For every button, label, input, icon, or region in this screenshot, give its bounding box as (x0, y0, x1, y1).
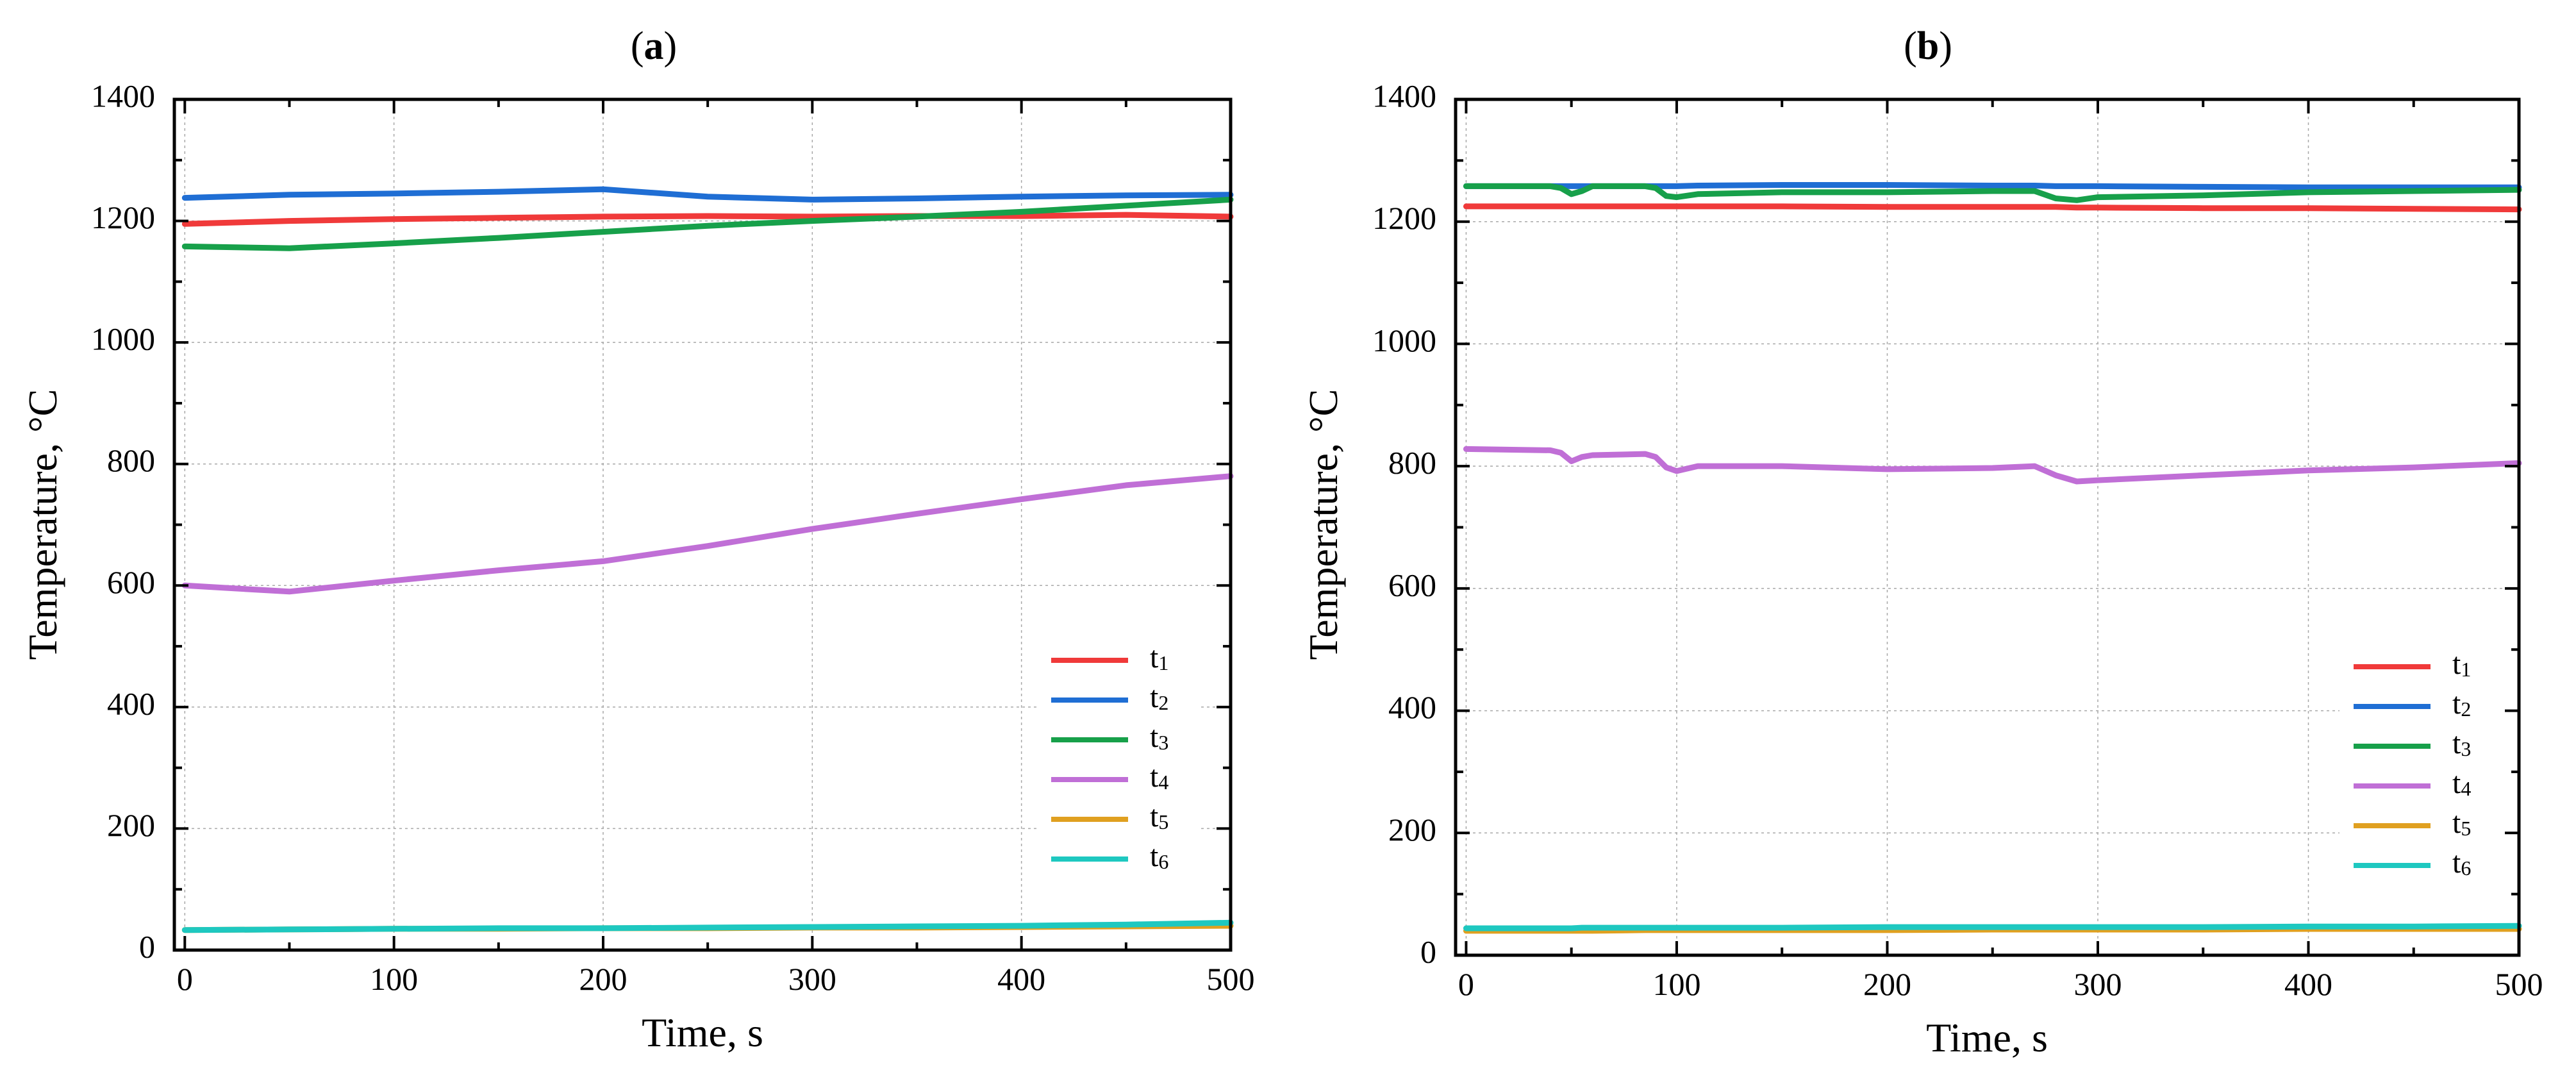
y-axis-label: Temperature, °C (1300, 389, 1346, 660)
legend-label-t3: t3 (2452, 726, 2471, 760)
legend-label-t5: t5 (2452, 806, 2471, 840)
legend-label-t6: t6 (2452, 846, 2471, 880)
x-tick-label: 0 (177, 961, 193, 997)
series-line-t6 (181, 919, 1234, 933)
series-line-t6 (1463, 923, 2522, 931)
x-tick-label: 500 (1207, 961, 1255, 997)
chart-title: (b) (1904, 24, 1952, 68)
x-tick-label: 300 (788, 961, 836, 997)
series-line-t2 (181, 186, 1234, 203)
legend-label-t3: t3 (1150, 720, 1168, 754)
y-axis-label: Temperature, °C (20, 389, 65, 660)
y-tick-label: 1000 (1372, 322, 1436, 358)
y-tick-label: 600 (1388, 567, 1436, 603)
y-tick-label: 1400 (91, 78, 155, 113)
y-tick-label: 1200 (91, 199, 155, 235)
legend-label-t1: t1 (2452, 647, 2471, 681)
series-line-t2 (1463, 182, 2522, 190)
y-tick-label: 400 (107, 685, 155, 721)
series-line-t3 (1463, 183, 2522, 203)
series-line-t4 (181, 473, 1234, 595)
y-tick-label: 600 (107, 564, 155, 600)
series-line-t1 (181, 212, 1234, 227)
chart-panel-a: (a) 0 100 200 300 400 500 0 200 400 600 800 1000 1200… (20, 24, 1255, 1055)
chart-panel-b: (b) 0 100 200 300 400 500 0 200 400 600 800 1000 1200… (1300, 24, 2543, 1060)
x-axis-label: Time, s (642, 1010, 763, 1055)
legend-label-t2: t2 (1150, 680, 1168, 714)
x-tick-label: 500 (2495, 966, 2543, 1002)
x-tick-label: 200 (579, 961, 627, 997)
x-tick-label: 200 (1863, 966, 1911, 1002)
legend-background (1037, 636, 1201, 874)
y-tick-label: 1400 (1372, 78, 1436, 113)
x-tick-label: 400 (997, 961, 1045, 997)
x-tick-label: 100 (370, 961, 418, 997)
legend: t1 t2 t3 t4 t5 t6 (1037, 636, 1201, 874)
series-line-t3 (181, 196, 1234, 251)
legend-label-t6: t6 (1150, 839, 1168, 873)
y-tick-label: 800 (1388, 445, 1436, 481)
x-tick-label: 400 (2284, 966, 2332, 1002)
y-tick-label: 1200 (1372, 200, 1436, 236)
y-tick-label: 400 (1388, 689, 1436, 725)
legend-background (2339, 642, 2503, 881)
legend-label-t1: t1 (1150, 640, 1168, 674)
series-line-t4 (1463, 446, 2522, 485)
x-tick-label: 300 (2073, 966, 2122, 1002)
x-tick-label: 100 (1652, 966, 1700, 1002)
y-tick-label: 0 (139, 928, 155, 964)
legend-label-t5: t5 (1150, 799, 1168, 833)
y-tick-label: 200 (1388, 812, 1436, 848)
legend-label-t4: t4 (2452, 766, 2471, 800)
legend: t1 t2 t3 t4 t5 t6 (2339, 642, 2503, 881)
legend-label-t4: t4 (1150, 760, 1168, 794)
y-tick-label: 0 (1420, 933, 1436, 969)
legend-label-t2: t2 (2452, 687, 2471, 721)
y-tick-label: 1000 (91, 321, 155, 357)
chart-title: (a) (631, 24, 677, 68)
y-tick-label: 200 (107, 807, 155, 843)
x-axis-label: Time, s (1926, 1015, 2048, 1060)
x-tick-label: 0 (1458, 966, 1474, 1002)
series-line-t1 (1463, 203, 2522, 213)
y-tick-label: 800 (107, 442, 155, 478)
